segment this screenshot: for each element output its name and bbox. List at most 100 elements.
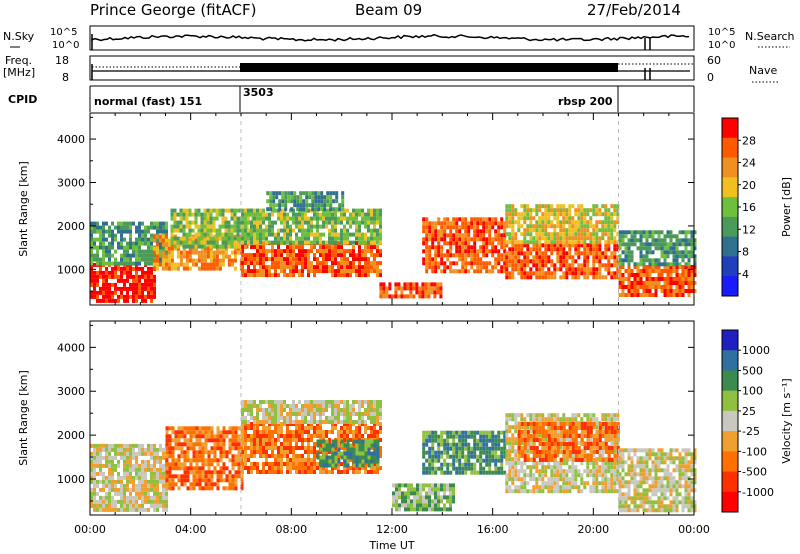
colorbar-title: Velocity [m s⁻¹] [780,378,793,463]
cpid-segment-1: normal (fast) 151 [94,95,202,108]
power-panel: 1000 2000 3000 4000 Slant Range [km] [17,112,697,306]
y-tick-label: 4000 [57,133,85,146]
power-band-12 [618,230,697,267]
x-axis-title: Time UT [368,539,414,552]
colorbar-tick-label: -100 [742,445,767,458]
colorbar-swatch [722,157,738,178]
freq-label: Freq. [5,54,32,67]
y-tick-label: 3000 [57,385,85,398]
colorbar-swatch [722,197,738,218]
colorbar-frame [721,329,739,513]
colorbar-tick-label: 8 [742,246,749,259]
freq-tick-top: 18 [55,54,69,67]
colorbar-tick-label: 24 [742,157,756,170]
date-title: 27/Feb/2014 [587,1,681,19]
power-band-10 [505,204,620,245]
power-band-11 [618,265,697,297]
nsky-label: N.Sky [3,30,35,43]
colorbar-tick-label: 1000 [742,344,770,357]
sky-left-tick-bottom: 10^0 [52,40,79,51]
x-tick-label: 12:00 [376,523,408,536]
y-tick-label: 3000 [57,177,85,190]
colorbar-swatch [722,390,738,412]
colorbar-tick-label: 20 [742,179,756,192]
sky-right-tick-top: 10^5 [708,27,735,38]
colorbar-swatch [722,118,738,139]
y-tick-label: 2000 [57,429,85,442]
power-band-6 [266,191,345,212]
x-tick-label: 20:00 [577,523,609,536]
colorbar-tick-label: 12 [742,223,756,236]
nave-tick-bottom: 0 [707,71,714,84]
time-axis: 00:00 04:00 08:00 12:00 16:00 20:00 00:00 [74,523,710,536]
colorbar-swatch [722,350,738,371]
colorbar-tick-label: -25 [742,425,760,438]
velocity-band-4 [316,439,380,468]
sky-right-tick-bottom: 10^0 [708,40,735,51]
y-tick-label: 2000 [57,220,85,233]
velocity-band-5 [392,483,455,512]
colorbar-tick-label: 28 [742,134,756,147]
velocity-band-0 [90,443,168,512]
colorbar-swatch [722,471,738,493]
colorbar-swatch [722,431,738,452]
cpid-segment-2: 3503 [243,86,274,99]
y-tick-label: 1000 [57,263,85,276]
power-band-4 [241,241,382,278]
y-tick-label: 1000 [57,473,85,486]
sky-panel-frame [89,25,695,51]
colorbar-swatch [722,276,738,297]
nave-dense-block [240,63,618,72]
sky-noise-trace [91,33,690,42]
cpid-segment-3: rbsp 200 [558,95,613,108]
nsearch-label: N.Search [745,30,795,43]
colorbar-swatch [722,451,738,473]
x-tick-label: 16:00 [477,523,509,536]
colorbar-tick-label: -1000 [742,486,774,499]
x-tick-label: 00:00 [74,523,106,536]
y-axis-title: Slant Range [km] [17,161,30,257]
colorbar-tick-label: 100 [742,385,763,398]
colorbar-tick-label: 16 [742,201,756,214]
x-tick-label: 04:00 [175,523,207,536]
x-tick-label: 08:00 [275,523,307,536]
colorbar-swatch [722,236,738,257]
station-title: Prince George (fitACF) [90,1,256,19]
colorbar-swatch [722,216,738,238]
velocity-band-8 [517,422,620,462]
velocity-colorbar: 1000 500 100 25 -25 -100 -500 -1000 Velocity [m … [721,329,793,513]
colorbar-swatch [722,256,738,277]
colorbar-tick-label: 25 [742,405,756,418]
colorbar-swatch [722,137,738,159]
colorbar-tick-label: 4 [742,268,749,281]
velocity-band-9 [618,448,697,513]
colorbar-swatch [722,410,738,432]
sky-left-tick-top: 10^5 [50,27,77,38]
colorbar-swatch [722,370,738,392]
power-band-8 [422,217,507,274]
beam-title: Beam 09 [355,1,422,19]
colorbar-tick-label: 500 [742,364,763,377]
freq-panel-frame [89,55,695,81]
power-band-7 [379,282,443,299]
power-colorbar: 4 8 12 16 20 24 28 Power [dB] [721,117,793,297]
freq-unit-label: [MHz] [3,66,35,79]
colorbar-swatch [722,330,738,351]
power-band-5 [241,208,382,245]
colorbar-swatch [722,177,738,198]
y-tick-label: 4000 [57,341,85,354]
nave-tick-top: 60 [707,54,721,67]
x-tick-label: 00:00 [678,523,710,536]
colorbar-swatch [722,491,738,513]
velocity-panel: 1000 2000 3000 4000 Slant Range [km] [17,320,697,516]
velocity-band-1 [165,426,244,491]
colorbar-tick-label: -500 [742,466,767,479]
nave-label: Nave [749,64,777,77]
velocity-band-6 [422,430,507,475]
y-axis-title: Slant Range [km] [17,370,30,466]
power-band-0 [90,262,156,303]
power-band-9 [505,243,620,280]
cpid-label: CPID [8,93,37,106]
velocity-band-3 [241,400,382,424]
